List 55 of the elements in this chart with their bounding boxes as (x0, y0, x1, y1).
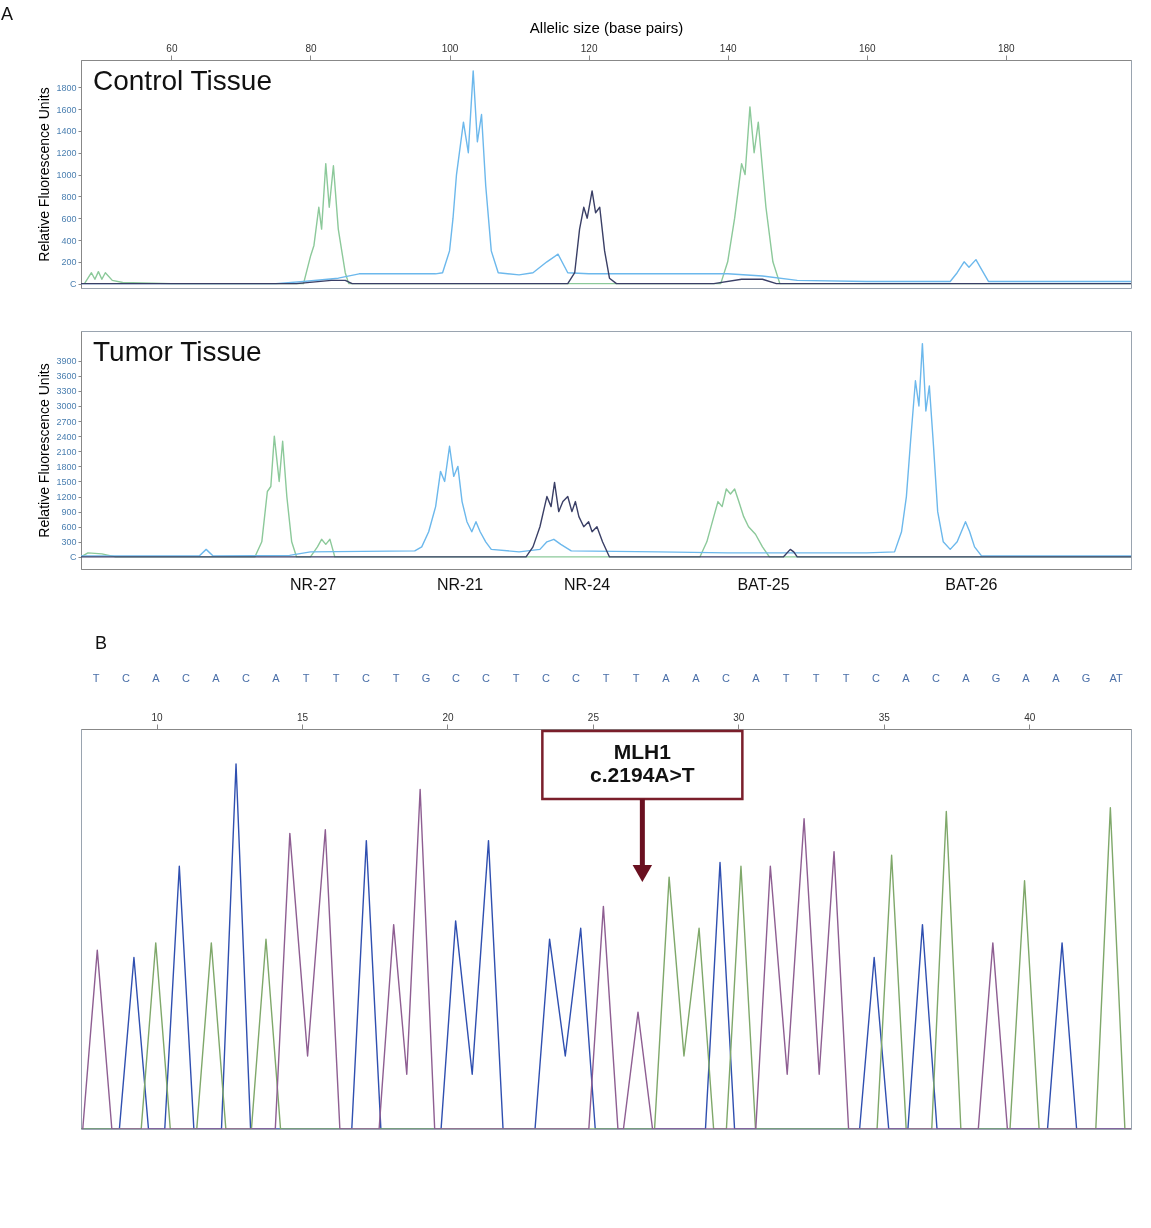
x-tick-label: 35 (878, 711, 891, 723)
y-tick-label: 3600 (56, 371, 77, 382)
x-tick-label: 25 (587, 711, 600, 723)
text: BAT-26 (945, 576, 998, 593)
line-series (81, 190, 1131, 285)
y-tick-label: 2400 (56, 431, 77, 442)
x-tick-label: 10 (151, 711, 164, 723)
y-tick-label: 2700 (56, 416, 77, 427)
x-tick-label: 160 (858, 42, 877, 54)
y-tick-label: 3000 (56, 401, 77, 412)
text: NR-21 (436, 576, 484, 593)
y-tick-label: 1200 (56, 492, 77, 503)
y-tick-label: 300 (61, 537, 77, 548)
x-tick-label: 15 (296, 711, 309, 723)
y-tick-label: 3900 (56, 356, 77, 367)
y-tick-label: 1500 (56, 476, 77, 487)
text: A (1, 4, 14, 24)
y-tick-label: 800 (61, 191, 77, 202)
y-tick-label: 3300 (56, 386, 77, 397)
y-axis-title: Relative Fluorescence Units (36, 87, 53, 262)
annotation: MLH1 c.2194A>T (590, 740, 695, 786)
y-tick-label: 1200 (56, 148, 77, 159)
y-tick-label: 1600 (56, 104, 77, 115)
x-tick-label: 40 (1024, 711, 1036, 723)
text: T C A C A C A T T C T G C C T C C T T A A C A T T T C A C A G A A G AT (92, 672, 1123, 684)
y-axis-title: Relative Fluorescence Units (36, 363, 53, 538)
text: B (95, 633, 108, 653)
text: NR-24 (563, 576, 611, 593)
y-tick-label: 1400 (56, 126, 77, 137)
line-series (81, 481, 1131, 558)
x-axis-title: Allelic size (base pairs) (529, 18, 684, 36)
line-series (81, 342, 1131, 557)
y-tick-label: 600 (61, 213, 77, 224)
x-tick-label: 30 (733, 711, 745, 723)
y-tick-label: 2100 (56, 446, 77, 457)
y-tick-label: 1000 (56, 170, 77, 181)
y-tick-label: 200 (61, 257, 77, 268)
y-tick-label: 1800 (56, 82, 77, 93)
text: NR-27 (289, 576, 337, 593)
x-tick-label: 180 (997, 42, 1016, 54)
y-tick-label: C (70, 552, 77, 563)
x-tick-label: 80 (305, 42, 317, 54)
x-tick-label: 60 (166, 42, 178, 54)
y-tick-label: C (70, 279, 77, 290)
x-tick-label: 100 (441, 42, 459, 54)
chart-title: Control Tissue (93, 65, 272, 96)
text: BAT-25 (737, 576, 790, 593)
chart-title: Tumor Tissue (93, 336, 262, 367)
x-tick-label: 20 (442, 711, 454, 723)
y-tick-label: 1800 (56, 461, 77, 472)
x-tick-label: 140 (719, 42, 737, 54)
y-tick-label: 400 (61, 235, 77, 246)
x-tick-label: 120 (580, 42, 598, 54)
y-tick-label: 900 (61, 507, 77, 518)
y-tick-label: 600 (61, 522, 77, 533)
